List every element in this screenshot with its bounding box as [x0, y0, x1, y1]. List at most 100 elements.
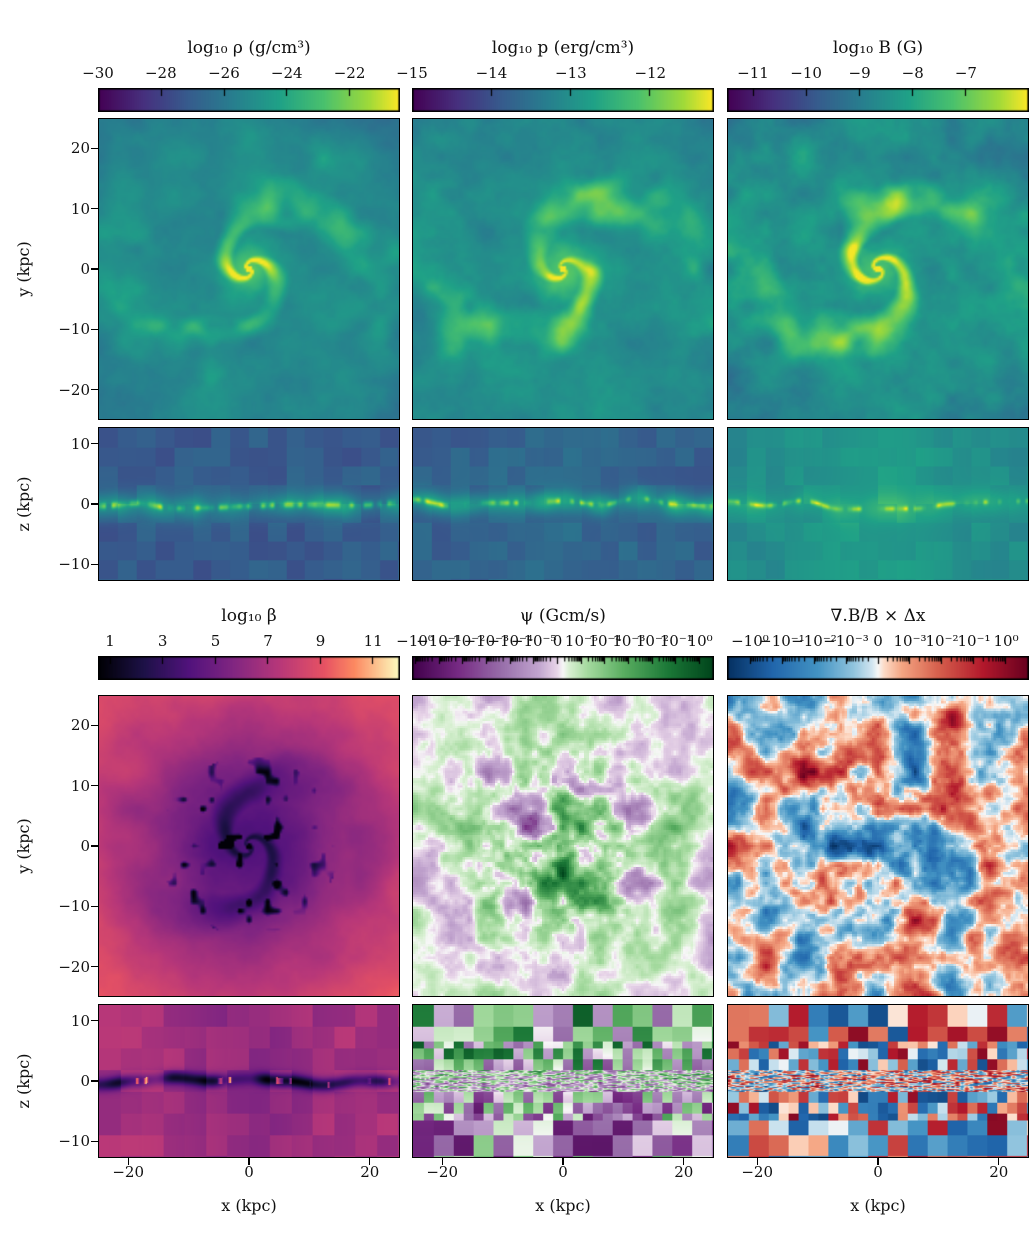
colorbar-ticklabels-bfield: −11 −10 −9 −8 −7 — [727, 60, 1029, 86]
colorbar-tick-label: −10⁻¹ — [416, 632, 462, 650]
colorbar-tick-label: −15 — [396, 64, 428, 82]
z-tick-mark — [91, 442, 98, 445]
colorbar-tick-label: −9 — [848, 64, 871, 82]
map-density-edgeon — [99, 428, 399, 580]
colorbar-density — [98, 88, 400, 112]
colorbar-ticklabels-psi: −10⁰ −10⁻¹ −10⁻² −10⁻³ −10⁻⁴ −10⁻⁵ 0 10⁻⁵ 10⁻⁴ 10… — [396, 628, 714, 654]
colorbar-tick-label: −14 — [475, 64, 508, 82]
z-tick-mark — [91, 503, 98, 505]
x-tick-mark — [998, 1158, 1000, 1165]
colorbar-tick-label: 10⁻³ — [612, 632, 646, 650]
z-tick-label: 10 — [70, 434, 90, 453]
colorbar-tick-label: 7 — [263, 632, 273, 650]
y-tick-mark — [91, 147, 98, 149]
colorbar-ticklabels-density: −30 −28 −26 −24 −22 — [82, 60, 400, 86]
panel-psi-edgeon — [412, 1004, 714, 1158]
panel-bfield-edgeon — [727, 427, 1029, 581]
y-tick-label: 10 — [70, 199, 90, 218]
y-tick-label: 0 — [80, 837, 90, 855]
x-axis-label-col3: x (kpc) — [850, 1196, 906, 1215]
colorbar-tick-label: −10⁻³ — [823, 632, 869, 650]
colorbar-ticklabels-divb: −10⁰ −10⁻¹ −10⁻² −10⁻³ 0 10⁻³ 10⁻² 10⁻¹ 10⁰ — [727, 628, 1029, 654]
y-tick-mark — [91, 784, 98, 787]
map-bfield-faceon — [728, 119, 1028, 419]
colorbar-title-beta: log₁₀ β — [221, 606, 277, 626]
colorbar-tick-label: 10⁻¹ — [957, 632, 991, 650]
colorbar-tick-label: −22 — [333, 64, 366, 82]
colorbar-tick-label: −30 — [82, 64, 114, 82]
y-tick-label: 20 — [70, 139, 90, 158]
z-tick-label: −10 — [58, 555, 90, 574]
z-tick-label: 0 — [80, 495, 90, 513]
colorbar-tick-label: −7 — [954, 64, 977, 82]
map-divb-faceon — [728, 696, 1028, 996]
colorbar-tick-label: 11 — [363, 632, 383, 650]
colorbar-tick-label: −10⁻⁴ — [487, 632, 533, 650]
z-tick-mark — [91, 1080, 98, 1082]
x-axis-label-col1: x (kpc) — [221, 1196, 277, 1215]
colorbar-tick-label: −13 — [555, 64, 587, 82]
panel-pressure-edgeon — [412, 427, 714, 581]
x-tick-label: −20 — [112, 1163, 145, 1181]
x-tick-label: −20 — [426, 1163, 459, 1181]
z-tick-mark — [91, 563, 98, 566]
y-tick-label: −10 — [58, 897, 90, 916]
panel-bfield-faceon — [727, 118, 1029, 420]
colorbar-tick-label: 10⁻¹ — [659, 632, 693, 650]
x-tick-label: −20 — [741, 1163, 774, 1181]
colorbar-tick-label: −10⁻¹ — [759, 632, 805, 650]
colorbar-beta — [98, 656, 400, 680]
x-tick-label: 0 — [873, 1163, 883, 1181]
colorbar-title-pressure: log₁₀ p (erg/cm³) — [491, 38, 635, 58]
colorbar-tick-label: 0 — [873, 632, 883, 650]
colorbar-tick-label: −12 — [634, 64, 667, 82]
colorbar-tick-label: 10⁻⁵ — [564, 632, 598, 650]
map-psi-faceon — [413, 696, 713, 996]
y-tick-mark — [91, 966, 98, 968]
colorbar-tick-label: 1 — [105, 632, 115, 650]
y-tick-mark — [91, 328, 98, 331]
colorbar-tick-label: 10⁻² — [635, 632, 669, 650]
map-pressure-edgeon — [413, 428, 713, 580]
panel-density-faceon — [98, 118, 400, 420]
x-tick-mark — [756, 1158, 758, 1165]
x-tick-mark — [877, 1158, 879, 1165]
colorbar-bfield — [727, 88, 1029, 112]
panel-divb-edgeon — [727, 1004, 1029, 1158]
colorbar-tick-label: −10 — [790, 64, 822, 82]
colorbar-tick-label: 3 — [157, 632, 168, 650]
y-tick-mark — [91, 724, 98, 726]
map-bfield-edgeon — [728, 428, 1028, 580]
y-tick-label: 10 — [70, 776, 90, 795]
panel-divb-faceon — [727, 695, 1029, 997]
x-tick-label: 0 — [244, 1163, 254, 1181]
colorbar-title-bfield: log₁₀ B (G) — [832, 38, 924, 58]
x-tick-mark — [683, 1158, 685, 1165]
colorbar-tick-label: −10⁰ — [396, 632, 434, 650]
colorbar-tick-label: −11 — [737, 64, 769, 82]
colorbar-tick-label: 10⁰ — [687, 632, 713, 650]
colorbar-tick-label: −26 — [208, 64, 240, 82]
z-tick-label: 10 — [70, 1011, 90, 1030]
x-tick-mark — [562, 1158, 564, 1165]
y-tick-mark — [91, 905, 98, 908]
y-tick-mark — [91, 268, 98, 270]
colorbar-ticklabels-pressure: −15 −14 −13 −12 — [396, 60, 714, 86]
colorbar-tick-label: −24 — [270, 64, 303, 82]
colorbar-tick-label: −10⁻² — [791, 632, 837, 650]
x-tick-label: 0 — [558, 1163, 568, 1181]
y-tick-label: −20 — [58, 380, 90, 399]
colorbar-tick-label: −10⁰ — [731, 632, 769, 650]
y-tick-label: 0 — [80, 260, 90, 278]
x-tick-mark — [369, 1158, 371, 1165]
panel-density-edgeon — [98, 427, 400, 581]
z-tick-label: 0 — [80, 1072, 90, 1090]
y-tick-mark — [91, 845, 98, 847]
colorbar-psi — [412, 656, 714, 680]
colorbar-tick-label: 10⁻⁴ — [588, 632, 622, 650]
colorbar-tick-label: −10⁻⁵ — [510, 632, 557, 650]
colorbar-tick-label: −10⁻² — [439, 632, 486, 650]
map-beta-faceon — [99, 696, 399, 996]
z-tick-mark — [91, 1019, 98, 1022]
